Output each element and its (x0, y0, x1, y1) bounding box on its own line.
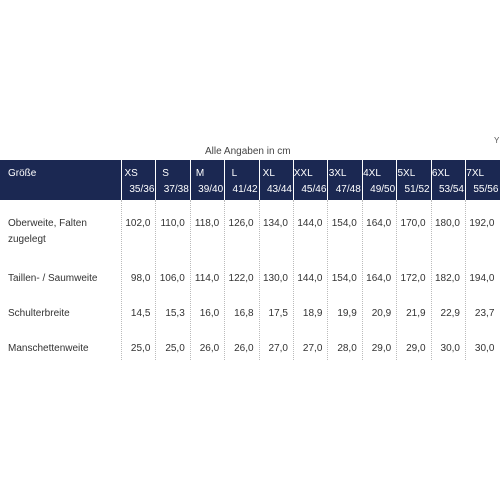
column-divider (155, 200, 157, 360)
cell-value: 164,0 (366, 273, 392, 284)
cell-value: 102,0 (125, 218, 151, 229)
row-label: Taillen- / Saumweite (8, 273, 98, 284)
cell-value: 134,0 (262, 218, 288, 229)
column-separator (224, 160, 226, 200)
cell-value: 194,0 (469, 273, 495, 284)
cell-value: 22,9 (440, 308, 460, 319)
corner-fragment: Y (494, 136, 500, 145)
cell-value: 26,0 (234, 343, 254, 354)
cell-value: 25,0 (165, 343, 185, 354)
column-separator (361, 160, 363, 200)
cell-value: 20,9 (371, 308, 392, 319)
column-divider (465, 200, 466, 360)
cell-value: 16,8 (234, 308, 254, 319)
size-range: 53/54 (438, 184, 464, 195)
size-name: XL (262, 168, 275, 179)
row-label: Schulterbreite (8, 308, 70, 319)
column-separator (327, 160, 329, 200)
cell-value: 25,0 (130, 343, 151, 354)
column-separator (155, 160, 157, 200)
size-name: XS (124, 168, 138, 179)
cell-value: 23,7 (474, 308, 495, 319)
column-separator (430, 160, 432, 200)
column-separator (396, 160, 398, 200)
cell-value: 106,0 (159, 273, 185, 284)
column-divider (293, 200, 294, 360)
size-name: M (195, 168, 205, 179)
cell-value: 16,0 (199, 308, 220, 319)
cell-value: 118,0 (194, 218, 220, 229)
cell-value: 30,0 (440, 343, 460, 354)
column-divider (430, 200, 432, 360)
cell-value: 154,0 (331, 218, 357, 229)
size-range: 55/56 (473, 184, 499, 195)
row-label: Manschettenweite (8, 343, 89, 354)
cell-value: 29,0 (371, 343, 392, 354)
column-divider (121, 200, 122, 360)
column-divider (396, 200, 398, 360)
column-divider (189, 200, 191, 360)
cell-value: 126,0 (228, 218, 254, 229)
cell-value: 170,0 (400, 218, 426, 229)
table-header (0, 160, 500, 200)
cell-value: 164,0 (366, 218, 392, 229)
size-name: 4XL (363, 168, 381, 179)
caption: Alle Angaben in cm (205, 146, 291, 157)
cell-value: 144,0 (297, 273, 323, 284)
size-range: 49/50 (370, 184, 396, 195)
column-divider (327, 200, 329, 360)
size-name: S (162, 168, 169, 179)
size-range: 43/44 (266, 184, 292, 195)
column-separator (121, 160, 122, 200)
cell-value: 18,9 (302, 308, 323, 319)
size-range: 39/40 (198, 184, 224, 195)
cell-value: 114,0 (194, 273, 220, 284)
cell-value: 26,0 (199, 343, 220, 354)
size-range: 51/52 (404, 184, 430, 195)
cell-value: 192,0 (469, 218, 495, 229)
column-divider (224, 200, 226, 360)
cell-value: 180,0 (434, 218, 460, 229)
cell-value: 122,0 (228, 273, 254, 284)
cell-value: 14,5 (130, 308, 151, 319)
size-range: 47/48 (335, 184, 361, 195)
column-separator (189, 160, 191, 200)
cell-value: 29,0 (406, 343, 426, 354)
size-name: XXL (293, 168, 313, 179)
cell-value: 19,9 (337, 308, 357, 319)
cell-value: 28,0 (337, 343, 357, 354)
cell-value: 172,0 (400, 273, 426, 284)
cell-value: 21,9 (406, 308, 426, 319)
size-name: 6XL (431, 168, 450, 179)
header-label: Größe (8, 168, 37, 179)
cell-value: 17,5 (268, 308, 288, 319)
size-range: 37/38 (163, 184, 189, 195)
cell-value: 110,0 (160, 218, 185, 229)
size-name: 7XL (466, 168, 485, 179)
size-range: 41/42 (232, 184, 258, 195)
column-separator (293, 160, 294, 200)
cell-value: 98,0 (130, 273, 151, 284)
cell-value: 130,0 (262, 273, 288, 284)
cell-value: 27,0 (302, 343, 323, 354)
cell-value: 27,0 (268, 343, 288, 354)
column-divider (258, 200, 260, 360)
column-separator (465, 160, 466, 200)
cell-value: 154,0 (331, 273, 357, 284)
cell-value: 15,3 (165, 308, 185, 319)
size-name: 3XL (328, 168, 347, 179)
column-separator (258, 160, 260, 200)
size-name: L (231, 168, 238, 179)
cell-value: 182,0 (434, 273, 460, 284)
size-range: 45/46 (301, 184, 327, 195)
row-label: Oberweite, Falten zugelegt (8, 218, 87, 245)
column-divider (361, 200, 363, 360)
size-name: 5XL (397, 168, 416, 179)
cell-value: 144,0 (297, 218, 323, 229)
size-range: 35/36 (129, 184, 155, 195)
cell-value: 30,0 (474, 343, 495, 354)
